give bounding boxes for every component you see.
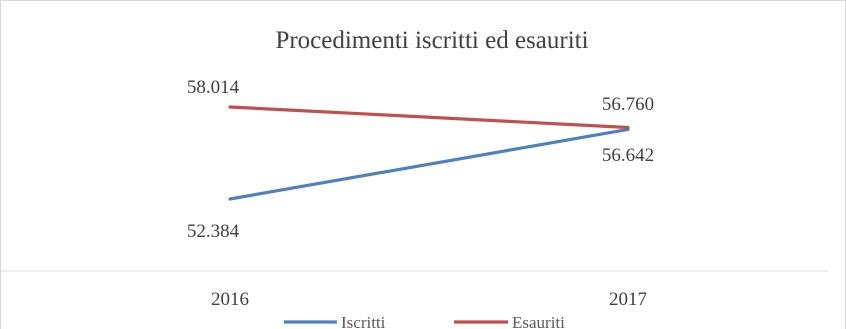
data-label-esauriti-2017: 56.760: [602, 94, 654, 115]
legend-label-iscritti: Iscritti: [341, 313, 386, 329]
chart-title: Procedimenti iscritti ed esauriti: [275, 27, 588, 54]
series-line-iscritti: [228, 127, 630, 201]
series-line-esauriti: [228, 105, 630, 130]
data-label-iscritti-2017: 56.642: [602, 145, 654, 166]
data-label-esauriti-2016: 58.014: [187, 77, 240, 98]
x-tick-label-2017: 2017: [609, 289, 647, 310]
data-label-iscritti-2016: 52.384: [187, 221, 240, 242]
plot-area: 2016 2017 52.384 56.642 58.014 56.760: [187, 77, 654, 310]
legend: Iscritti Esauriti: [284, 313, 565, 329]
x-tick-label-2016: 2016: [211, 289, 249, 310]
legend-label-esauriti: Esauriti: [512, 313, 565, 329]
